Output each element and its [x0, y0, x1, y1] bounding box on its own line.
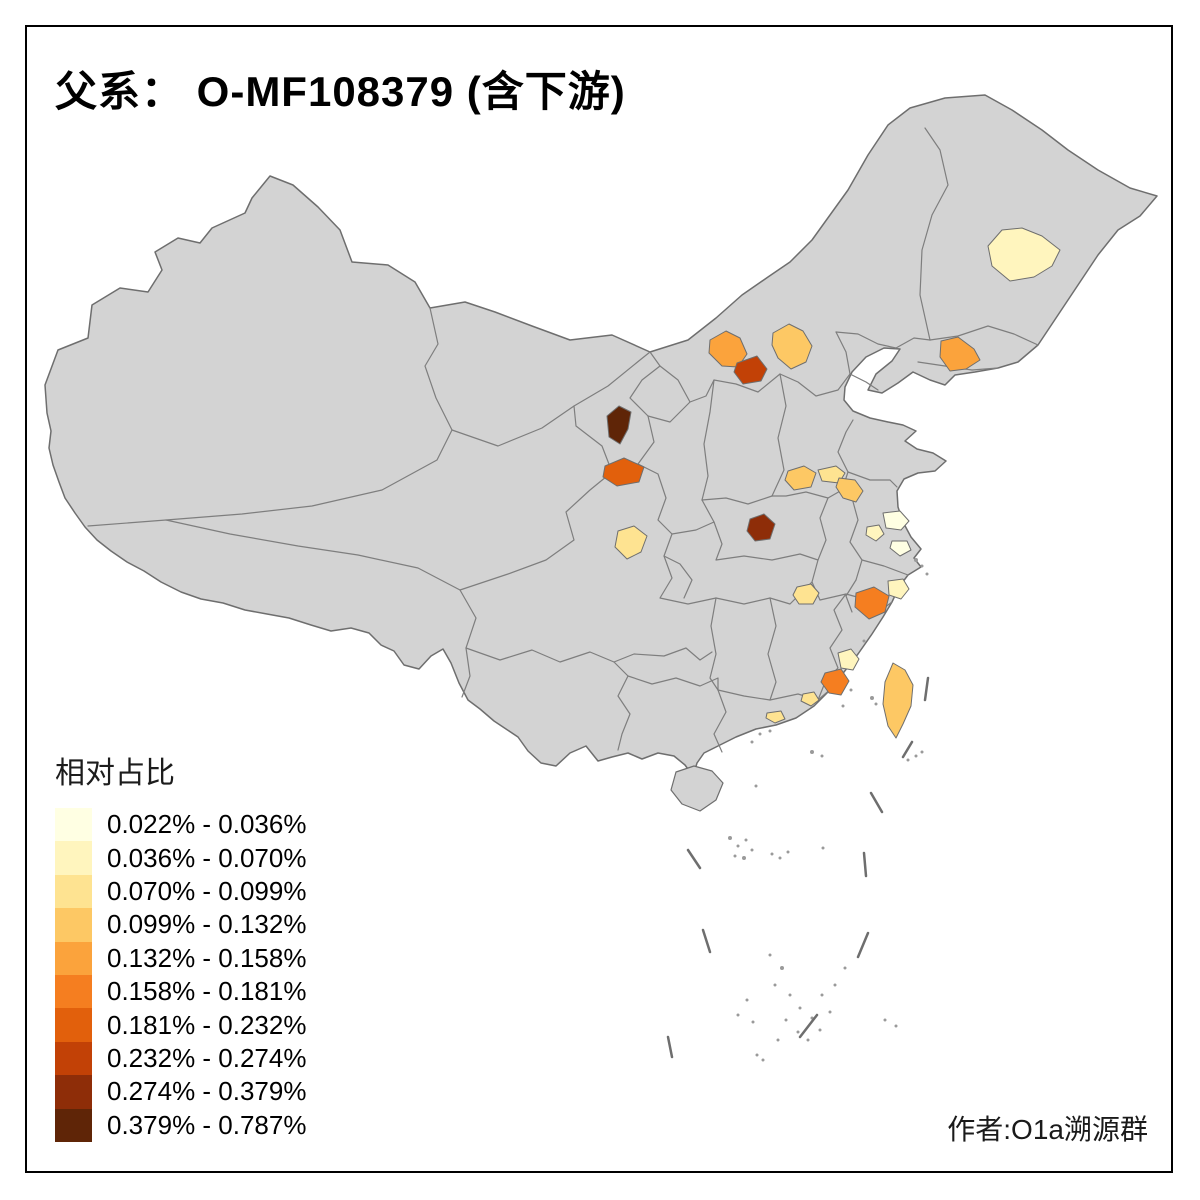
- legend-row: 0.132% - 0.158%: [55, 941, 385, 975]
- sea-boundary-dashes: [666, 676, 930, 1059]
- map-region: [614, 525, 648, 560]
- map-region: [771, 323, 813, 370]
- legend-swatch: [55, 808, 92, 842]
- legend-swatch: [55, 1008, 92, 1042]
- legend-row: 0.274% - 0.379%: [55, 1075, 385, 1109]
- legend-rows: 0.022% - 0.036% 0.036% - 0.070% 0.070% - 0…: [55, 808, 385, 1142]
- legend-label: 0.070% - 0.099%: [107, 875, 307, 906]
- map-region: [882, 510, 910, 531]
- legend-swatch: [55, 1041, 92, 1076]
- china-mainland-outline: [44, 94, 1158, 777]
- map-region: [837, 648, 860, 671]
- legend-row: 0.022% - 0.036%: [55, 808, 385, 842]
- legend-swatch: [55, 974, 92, 1009]
- province-borders: [87, 127, 1039, 753]
- legend-label: 0.132% - 0.158%: [107, 942, 307, 973]
- legend-label: 0.379% - 0.787%: [107, 1109, 307, 1140]
- legend-label: 0.158% - 0.181%: [107, 976, 307, 1007]
- legend-row: 0.036% - 0.070%: [55, 841, 385, 875]
- map-legend: 相对占比 0.022% - 0.036% 0.036% - 0.070% 0.070…: [55, 748, 385, 1142]
- map-region: [889, 540, 912, 557]
- map-region: [606, 405, 632, 445]
- legend-label: 0.181% - 0.232%: [107, 1009, 307, 1040]
- choropleth-regions: [602, 227, 1061, 739]
- map-region: [765, 710, 786, 724]
- author-credit: 作者:O1a溯源群: [947, 1114, 1148, 1145]
- map-region: [602, 457, 645, 487]
- map-region: [800, 691, 820, 707]
- legend-label: 0.099% - 0.132%: [107, 909, 307, 940]
- map-region: [746, 513, 776, 542]
- legend-row: 0.379% - 0.787%: [55, 1108, 385, 1142]
- legend-swatch: [55, 1108, 92, 1142]
- legend-label: 0.274% - 0.379%: [107, 1076, 307, 1107]
- map-region: [733, 355, 768, 385]
- map-region: [865, 524, 885, 542]
- page-title: 父系： O-MF108379 (含下游): [55, 68, 626, 115]
- legend-row: 0.232% - 0.274%: [55, 1041, 385, 1076]
- map-region: [835, 477, 864, 503]
- legend-label: 0.022% - 0.036%: [107, 809, 307, 840]
- map-region: [854, 586, 890, 620]
- legend-row: 0.158% - 0.181%: [55, 974, 385, 1009]
- legend-label: 0.036% - 0.070%: [107, 842, 307, 873]
- legend-swatch: [55, 941, 92, 975]
- legend-row: 0.070% - 0.099%: [55, 874, 385, 909]
- map-region: [882, 662, 914, 739]
- map-region: [887, 578, 910, 600]
- island-specks: [728, 558, 929, 1062]
- hainan-island: [670, 765, 724, 812]
- legend-swatch: [55, 874, 92, 909]
- map-region: [987, 227, 1061, 282]
- map-region: [708, 330, 748, 368]
- legend-row: 0.099% - 0.132%: [55, 908, 385, 942]
- legend-label: 0.232% - 0.274%: [107, 1042, 307, 1073]
- map-region: [792, 583, 820, 605]
- legend-row: 0.181% - 0.232%: [55, 1008, 385, 1042]
- legend-swatch: [55, 841, 92, 875]
- map-region: [939, 336, 981, 372]
- legend-swatch: [55, 1075, 92, 1109]
- legend-swatch: [55, 908, 92, 942]
- map-region: [784, 465, 817, 491]
- map-region: [820, 668, 850, 696]
- legend-title: 相对占比: [55, 757, 175, 790]
